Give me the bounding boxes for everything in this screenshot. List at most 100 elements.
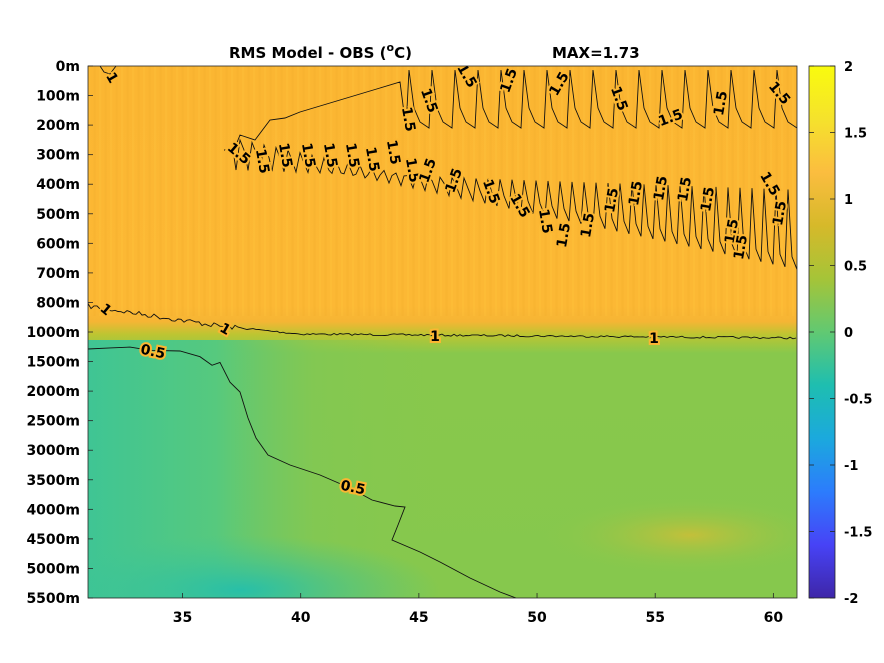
contour-label-1.5: 1.5 xyxy=(402,157,422,184)
contour-label-1.5-halo: 1.5 xyxy=(320,142,340,169)
stripe xyxy=(203,66,206,316)
stripe xyxy=(781,66,784,316)
y-tick-label: 1500m xyxy=(26,355,80,371)
contour-label-1.5: 1.5 xyxy=(252,148,272,175)
stripe xyxy=(148,66,151,316)
stripe xyxy=(660,66,663,316)
stripe xyxy=(264,66,267,316)
y-tick-label: 600m xyxy=(36,236,80,252)
contour-label-1.5: 1.5 xyxy=(770,200,790,227)
contour-label-1.5: 1.5 xyxy=(442,166,466,195)
stripe xyxy=(407,66,410,316)
stripe xyxy=(170,66,173,316)
stripe xyxy=(665,66,668,316)
title-superscript: o xyxy=(387,41,395,54)
stripe xyxy=(324,66,327,316)
y-tick-label: 4000m xyxy=(26,502,80,518)
contour-label-0.5: 0.5 xyxy=(339,478,367,499)
stripe xyxy=(269,66,272,316)
stripe xyxy=(583,66,586,316)
stripe xyxy=(445,66,448,316)
stripe xyxy=(104,66,107,316)
y-tick-label: 300m xyxy=(36,148,80,164)
stripe xyxy=(588,66,591,316)
stripe xyxy=(434,66,437,316)
y-tick-label: 5000m xyxy=(26,561,80,577)
colorbar-ticks: 2 1.5 1 0.5 0 -0.5 -1 -1.5 -2 xyxy=(809,60,872,607)
field-deep-cool xyxy=(88,535,440,598)
stripe xyxy=(198,66,201,316)
colorbar-tick-label: -1 xyxy=(844,459,858,474)
stripe xyxy=(308,66,311,316)
y-tick-label: 500m xyxy=(36,207,80,223)
stripe xyxy=(401,66,404,316)
colorbar-tick-label: 2 xyxy=(844,60,853,75)
stripe xyxy=(335,66,338,316)
stripe xyxy=(539,66,542,316)
stripe xyxy=(165,66,168,316)
stripe xyxy=(291,66,294,316)
stripe xyxy=(220,66,223,316)
contour-label-1.5: 1.5 xyxy=(722,218,742,245)
contour-label-1.5: 1.5 xyxy=(417,86,441,115)
stripe xyxy=(121,66,124,316)
stripe xyxy=(693,66,696,316)
stripe xyxy=(341,66,344,316)
stripe xyxy=(385,66,388,316)
stripe xyxy=(346,66,349,316)
stripe xyxy=(759,66,762,316)
contour-label-0.5: 0.5 xyxy=(139,342,167,363)
stripe xyxy=(209,66,212,316)
contour-label-1-halo: 1 xyxy=(430,329,440,345)
stripe xyxy=(214,66,217,316)
y-tick-label: 3500m xyxy=(26,473,80,489)
stripe xyxy=(390,66,393,316)
stripe xyxy=(352,66,355,316)
stripe xyxy=(555,66,558,316)
contour-label-1.5: 1.5 xyxy=(578,212,598,239)
contour-label-1.5: 1.5 xyxy=(711,90,731,117)
contour-label-1.5: 1.5 xyxy=(602,187,622,214)
title-unit: C) xyxy=(394,44,412,62)
stripe xyxy=(297,66,300,316)
contour-label-1.5-halo: 1.5 xyxy=(554,222,574,249)
contour-label-1.5: 1.5 xyxy=(383,139,403,166)
stripe xyxy=(236,66,239,316)
contour-0.5-line xyxy=(88,346,517,598)
stripe xyxy=(599,66,602,316)
stripe xyxy=(517,66,520,316)
colorbar-tick-label: -0.5 xyxy=(844,393,872,408)
stripe xyxy=(412,66,415,316)
contour-label-1.5: 1.5 xyxy=(362,146,382,173)
stripe xyxy=(676,66,679,316)
stripe xyxy=(330,66,333,316)
surface-stripes xyxy=(88,66,795,316)
stripe xyxy=(176,66,179,316)
stripe xyxy=(275,66,278,316)
x-tick-label: 60 xyxy=(764,610,784,626)
stripe xyxy=(110,66,113,316)
y-axis: 0m 100m 200m 300m 400m 500m 600m 700m 800m 1000m 1… xyxy=(26,59,93,607)
stripe xyxy=(698,66,701,316)
colorbar-tick-label: -2 xyxy=(844,592,858,607)
contour-label-1.5: 1.5 xyxy=(731,234,751,261)
y-tick-label: 700m xyxy=(36,266,80,282)
stripe xyxy=(374,66,377,316)
stripe xyxy=(566,66,569,316)
contour-label-1.5: 1.5 xyxy=(320,142,340,169)
stripe xyxy=(159,66,162,316)
stripe xyxy=(638,66,641,316)
stripe xyxy=(192,66,195,316)
stripe xyxy=(247,66,250,316)
x-tick-label: 50 xyxy=(527,610,547,626)
y-tick-label: 2000m xyxy=(26,384,80,400)
stripe xyxy=(396,66,399,316)
contour-label-1.5: 1.5 xyxy=(535,208,555,235)
contour-1-shallow-line xyxy=(99,66,117,75)
contour-1-line xyxy=(88,302,797,340)
contour-label-1.5-halo: 1.5 xyxy=(722,218,742,245)
stripe xyxy=(742,66,745,316)
stripe xyxy=(99,66,102,316)
stripe xyxy=(379,66,382,316)
